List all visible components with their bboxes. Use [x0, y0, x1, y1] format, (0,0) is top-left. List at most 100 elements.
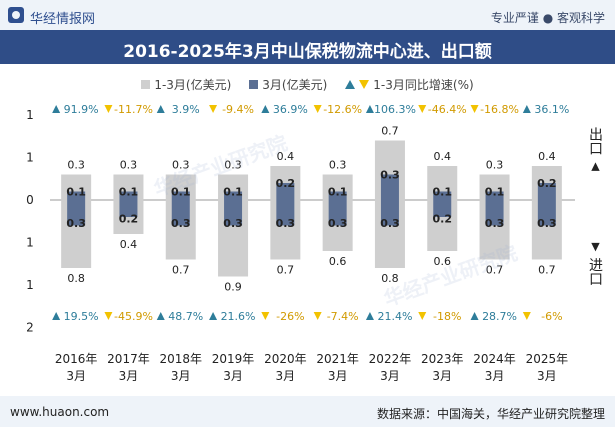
import-growth-up-icon	[209, 312, 218, 320]
x-category-label: 2022年	[369, 352, 412, 366]
import-growth-up-icon	[52, 312, 61, 320]
import-march-label: 0.3	[380, 217, 400, 230]
import-growth-up-icon	[470, 312, 479, 320]
x-category-label: 3月	[66, 369, 86, 383]
legend-item-growth: 1-3月同比增速(%)	[345, 76, 474, 93]
export-total-label: 0.7	[381, 125, 399, 138]
export-march-label: 0.3	[380, 169, 400, 182]
export-growth-label: -46.4%	[428, 103, 467, 116]
export-march-bar	[171, 191, 190, 200]
export-march-bar	[119, 191, 138, 200]
x-category-label: 2017年	[107, 352, 150, 366]
export-march-label: 0.1	[328, 186, 348, 199]
legend-label-march: 3月(亿美元)	[262, 78, 328, 92]
export-growth-label: -9.4%	[222, 103, 254, 116]
export-total-label: 0.3	[67, 159, 85, 172]
import-total-label: 0.7	[538, 264, 556, 277]
import-march-bar	[276, 200, 295, 226]
x-category-label: 2021年	[316, 352, 359, 366]
export-growth-down-icon	[470, 105, 479, 113]
x-category-label: 3月	[276, 369, 296, 383]
legend-label-growth: 1-3月同比增速(%)	[373, 78, 474, 92]
import-march-bar	[328, 200, 347, 226]
import-march-bar	[537, 200, 556, 226]
export-march-bar	[537, 183, 556, 200]
x-category-label: 3月	[380, 369, 400, 383]
top-bar	[0, 0, 615, 30]
logo-icon	[8, 7, 24, 23]
legend-item-march: 3月(亿美元)	[249, 76, 327, 93]
import-growth-down-icon	[522, 312, 531, 320]
export-march-label: 0.1	[223, 186, 243, 199]
y-tick-label: 1	[26, 151, 34, 165]
x-category-label: 3月	[328, 369, 348, 383]
x-category-label: 3月	[119, 369, 139, 383]
triangle-up-icon	[345, 80, 356, 89]
export-march-bar	[276, 183, 295, 200]
arrow-up-icon: ▲	[589, 159, 602, 173]
export-total-label: 0.4	[434, 150, 452, 163]
legend-swatch-gray	[141, 80, 151, 89]
import-march-label: 0.3	[171, 217, 191, 230]
export-growth-down-icon	[104, 105, 113, 113]
y-tick-label: 1	[26, 278, 34, 292]
import-march-bar	[119, 200, 138, 217]
import-growth-label: -18%	[433, 310, 461, 323]
export-total-label: 0.3	[224, 159, 242, 172]
legend-label-cumulative: 1-3月(亿美元)	[154, 78, 232, 92]
import-total-label: 0.7	[277, 264, 295, 277]
x-category-label: 3月	[223, 369, 243, 383]
export-march-bar	[485, 191, 504, 200]
import-march-label: 0.3	[276, 217, 296, 230]
import-growth-down-icon	[313, 312, 322, 320]
export-march-label: 0.1	[171, 186, 191, 199]
export-growth-down-icon	[418, 105, 427, 113]
export-march-label: 0.1	[66, 186, 86, 199]
export-growth-up-icon	[522, 105, 531, 113]
export-growth-up-icon	[52, 105, 61, 113]
footer-url: www.huaon.com	[10, 405, 110, 419]
import-total-label: 0.6	[434, 255, 452, 268]
import-growth-label: -26%	[276, 310, 304, 323]
import-march-bar	[67, 200, 86, 226]
y-tick-label: 0	[26, 193, 34, 207]
export-march-label: 0.1	[485, 186, 505, 199]
import-growth-down-icon	[418, 312, 427, 320]
import-total-label: 0.7	[486, 264, 504, 277]
export-growth-up-icon	[156, 105, 165, 113]
export-total-label: 0.4	[277, 150, 295, 163]
x-category-label: 3月	[537, 369, 557, 383]
chart-title: 2016-2025年3月中山保税物流中心进、出口额	[123, 42, 492, 62]
export-march-bar	[433, 191, 452, 200]
title-bar	[0, 30, 615, 64]
import-growth-label: -45.9%	[114, 310, 153, 323]
import-march-label: 0.3	[223, 217, 243, 230]
export-growth-up-icon	[365, 105, 374, 113]
export-march-bar	[224, 191, 243, 200]
export-growth-label: -16.8%	[480, 103, 519, 116]
import-growth-down-icon	[261, 312, 270, 320]
import-total-label: 0.4	[120, 238, 138, 251]
export-growth-label: 106.3%	[374, 103, 416, 116]
export-total-label: 0.3	[486, 159, 504, 172]
import-growth-label: -6%	[541, 310, 562, 323]
export-total-label: 0.3	[329, 159, 347, 172]
import-march-bar	[171, 200, 190, 226]
x-category-label: 2020年	[264, 352, 307, 366]
chart-plot: 1 1 0 1 1 2 0.3 0.1 0.3 0.8 2016年 3月 0.3 0.1 0.2 0.4 201…	[26, 103, 575, 383]
import-march-bar	[380, 200, 399, 226]
import-total-label: 0.9	[224, 281, 242, 294]
import-growth-label: 48.7%	[168, 310, 203, 323]
export-march-label: 0.1	[119, 186, 139, 199]
x-category-label: 2019年	[212, 352, 255, 366]
export-growth-down-icon	[209, 105, 218, 113]
import-march-label: 0.3	[328, 217, 348, 230]
x-category-label: 3月	[432, 369, 452, 383]
legend-swatch-blue	[249, 80, 259, 89]
x-category-label: 2016年	[55, 352, 98, 366]
footer-source: 数据来源：中国海关，华经产业研究院整理	[376, 407, 605, 421]
import-label-text: 进口	[587, 257, 603, 286]
export-total-label: 0.3	[172, 159, 190, 172]
triangle-down-icon	[359, 80, 370, 89]
import-march-label: 0.3	[485, 217, 505, 230]
